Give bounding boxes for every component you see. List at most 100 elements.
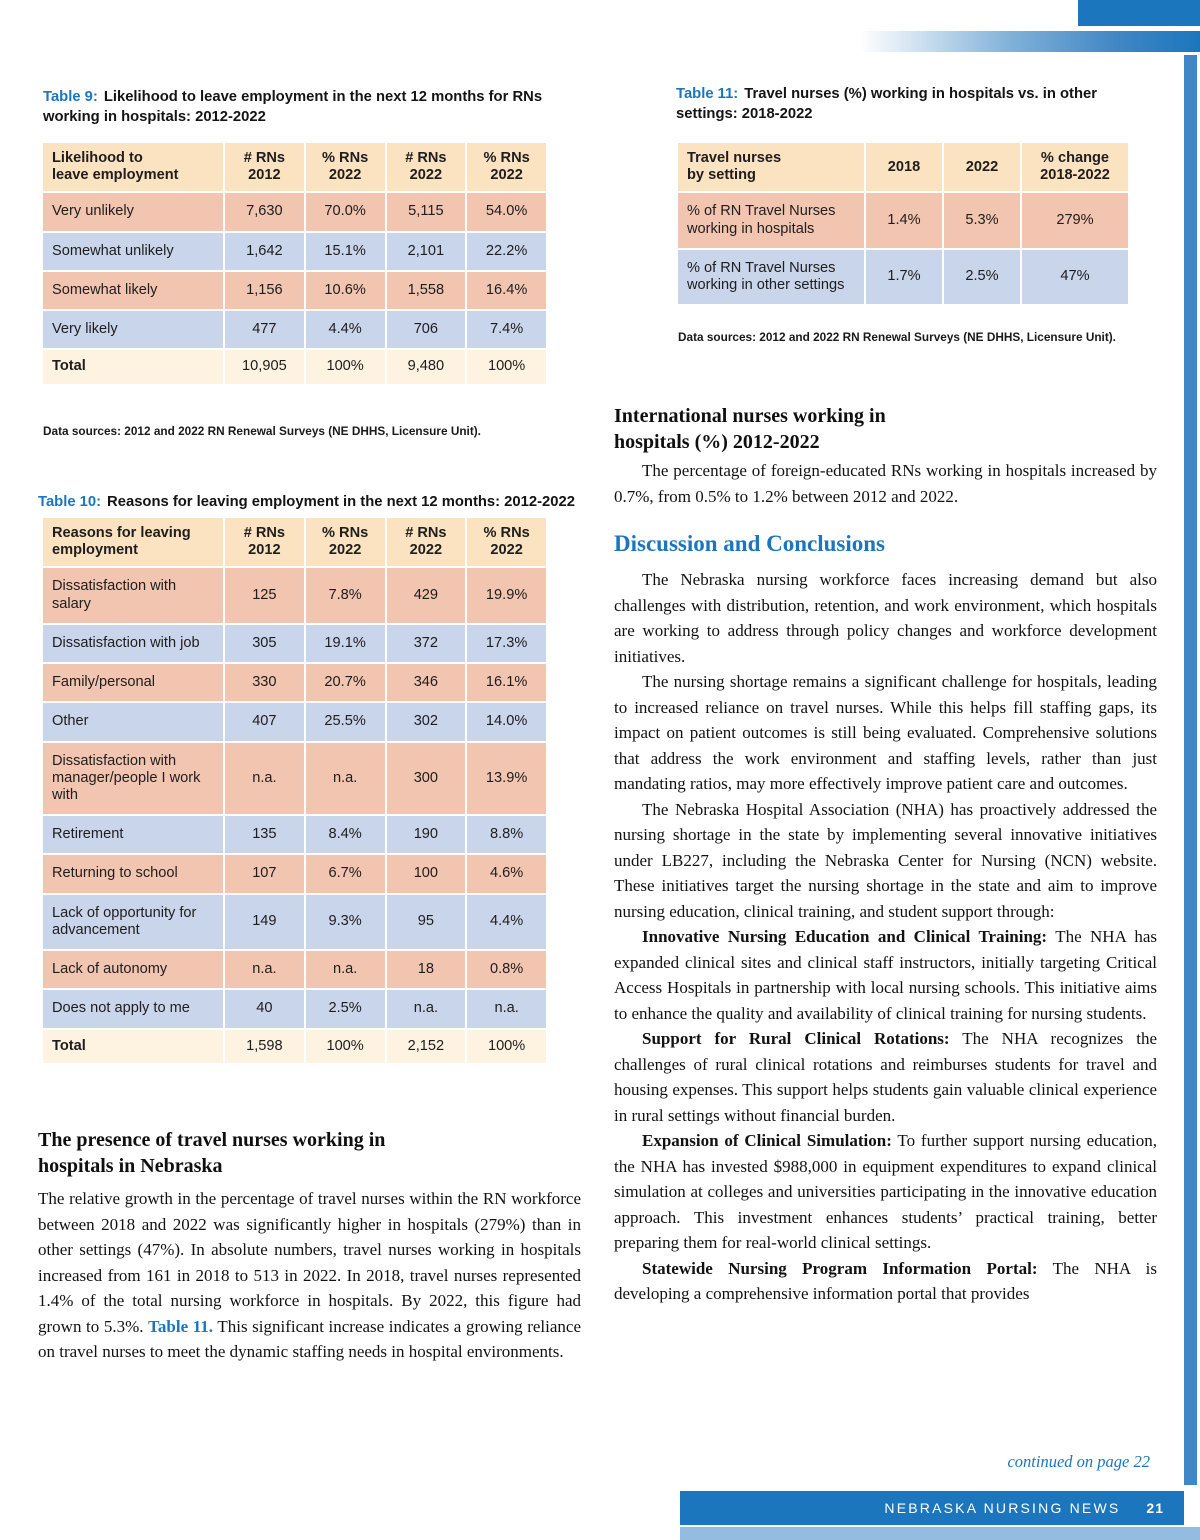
- value-cell: # RNs 2022: [386, 143, 466, 192]
- row-label-cell: Retirement: [43, 816, 223, 854]
- value-cell: 5,115: [386, 193, 466, 231]
- value-cell: 300: [386, 742, 466, 815]
- value-cell: n.a.: [305, 951, 385, 989]
- continued-on-page-note: continued on page 22: [1007, 1452, 1150, 1471]
- table11-caption: Table 11: Travel nurses (%) working in ho…: [676, 85, 1146, 124]
- value-cell: 40: [225, 990, 304, 1028]
- value-cell: 1.4%: [866, 193, 942, 248]
- value-cell: 8.8%: [467, 816, 546, 854]
- value-cell: n.a.: [467, 990, 546, 1028]
- paragraph: The percentage of foreign-educated RNs w…: [614, 458, 1157, 509]
- paragraph: The nursing shortage remains a significa…: [614, 669, 1157, 797]
- row-label-cell: Likelihood to leave employment: [43, 143, 223, 192]
- value-cell: % change 2018-2022: [1022, 143, 1128, 192]
- table9: Likelihood to leave employment # RNs 2012…: [43, 143, 546, 386]
- table9-label: Table 9:: [43, 89, 98, 105]
- row-label-cell: Other: [43, 703, 223, 741]
- value-cell: % RNs 2022: [467, 143, 546, 192]
- travel-nurses-heading: The presence of travel nurses working in…: [38, 1129, 386, 1177]
- footer-publication-title: NEBRASKA NURSING NEWS: [884, 1500, 1121, 1516]
- row-label-cell: Returning to school: [43, 855, 223, 893]
- footer-page-number: 21: [1146, 1500, 1164, 1516]
- table-row-data: Does not apply to me 40 2.5% n.a. n.a.: [43, 990, 546, 1028]
- table-row-data: Family/personal 330 20.7% 346 16.1%: [43, 664, 546, 702]
- table-row-total: Total 1,598 100% 2,152 100%: [43, 1029, 546, 1063]
- value-cell: n.a.: [305, 742, 385, 815]
- value-cell: 25.5%: [305, 703, 385, 741]
- row-label-cell: Reasons for leaving employment: [43, 518, 223, 567]
- row-label-cell: Travel nurses by setting: [678, 143, 864, 192]
- table9-caption: Table 9: Likelihood to leave employment i…: [43, 88, 555, 127]
- value-cell: # RNs 2012: [225, 518, 304, 567]
- value-cell: 9.3%: [305, 894, 385, 950]
- value-cell: 477: [225, 311, 304, 349]
- value-cell: 2.5%: [305, 990, 385, 1028]
- value-cell: 13.9%: [467, 742, 546, 815]
- row-label-cell: % of RN Travel Nurses working in other s…: [678, 249, 864, 305]
- value-cell: 10.6%: [305, 271, 385, 310]
- paragraph: The relative growth in the percentage of…: [38, 1186, 581, 1365]
- table-row-data: % of RN Travel Nurses working in other s…: [678, 249, 1128, 305]
- table9-caption-text: Likelihood to leave employment in the ne…: [43, 89, 543, 125]
- value-cell: 1.7%: [866, 249, 942, 305]
- value-cell: 1,598: [225, 1029, 304, 1063]
- value-cell: 1,558: [386, 271, 466, 310]
- value-cell: 125: [225, 568, 304, 623]
- paragraph: Innovative Nursing Education and Clinica…: [614, 924, 1157, 1026]
- value-cell: 2,101: [386, 232, 466, 270]
- value-cell: 15.1%: [305, 232, 385, 270]
- table10-caption: Table 10: Reasons for leaving employment …: [38, 493, 598, 513]
- value-cell: 22.2%: [467, 232, 546, 270]
- value-cell: 1,642: [225, 232, 304, 270]
- row-label-cell: % of RN Travel Nurses working in hospita…: [678, 193, 864, 248]
- value-cell: 429: [386, 568, 466, 623]
- table-row-data: Very likely 477 4.4% 706 7.4%: [43, 311, 546, 349]
- value-cell: 9,480: [386, 350, 466, 384]
- value-cell: 107: [225, 855, 304, 893]
- value-cell: 330: [225, 664, 304, 702]
- international-nurses-body: The percentage of foreign-educated RNs w…: [614, 458, 1157, 509]
- top-corner-accent-bar: [1078, 0, 1200, 26]
- value-cell: 135: [225, 816, 304, 854]
- table-row-data: Somewhat likely 1,156 10.6% 1,558 16.4%: [43, 271, 546, 310]
- paragraph: Expansion of Clinical Simulation: To fur…: [614, 1128, 1157, 1256]
- value-cell: 6.7%: [305, 855, 385, 893]
- value-cell: 19.9%: [467, 568, 546, 623]
- value-cell: 100%: [467, 350, 546, 384]
- value-cell: 4.6%: [467, 855, 546, 893]
- value-cell: 2022: [944, 143, 1020, 192]
- row-label-cell: Dissatisfaction with job: [43, 624, 223, 663]
- text-segment-bold: Expansion of Clinical Simulation:: [642, 1131, 892, 1150]
- text-segment-bold: Innovative Nursing Education and Clinica…: [642, 927, 1048, 946]
- table10-caption-text: Reasons for leaving employment in the ne…: [107, 494, 575, 510]
- value-cell: 8.4%: [305, 816, 385, 854]
- table-row-data: Lack of opportunity for advancement 149 9.…: [43, 894, 546, 950]
- row-label-cell: Lack of autonomy: [43, 951, 223, 989]
- text-segment: The percentage of foreign-educated RNs w…: [614, 461, 1157, 506]
- text-segment: The NHA recognizes the challenges of rur…: [614, 1029, 1157, 1125]
- table11: Travel nurses by setting 2018 2022% change…: [678, 143, 1128, 306]
- table-row-data: % of RN Travel Nurses working in hospita…: [678, 193, 1128, 248]
- paragraph: The Nebraska Hospital Association (NHA) …: [614, 797, 1157, 925]
- row-label-cell: Dissatisfaction with salary: [43, 568, 223, 623]
- value-cell: n.a.: [225, 742, 304, 815]
- value-cell: 305: [225, 624, 304, 663]
- table-row-data: Other 407 25.5% 302 14.0%: [43, 703, 546, 741]
- value-cell: 4.4%: [467, 894, 546, 950]
- table10: Reasons for leaving employment # RNs 2012…: [43, 518, 546, 1065]
- table-row-header: Likelihood to leave employment # RNs 2012…: [43, 143, 546, 192]
- value-cell: 2,152: [386, 1029, 466, 1063]
- text-segment: The nursing shortage remains a significa…: [614, 672, 1157, 793]
- value-cell: 706: [386, 311, 466, 349]
- row-label-cell: Does not apply to me: [43, 990, 223, 1028]
- value-cell: % RNs 2022: [467, 518, 546, 567]
- row-label-cell: Very unlikely: [43, 193, 223, 231]
- value-cell: 16.1%: [467, 664, 546, 702]
- row-label-cell: Family/personal: [43, 664, 223, 702]
- value-cell: % RNs 2022: [305, 143, 385, 192]
- footer-accent-strip: [680, 1527, 1200, 1540]
- value-cell: 1,156: [225, 271, 304, 310]
- value-cell: 100: [386, 855, 466, 893]
- table10-label: Table 10:: [38, 494, 102, 510]
- value-cell: 4.4%: [305, 311, 385, 349]
